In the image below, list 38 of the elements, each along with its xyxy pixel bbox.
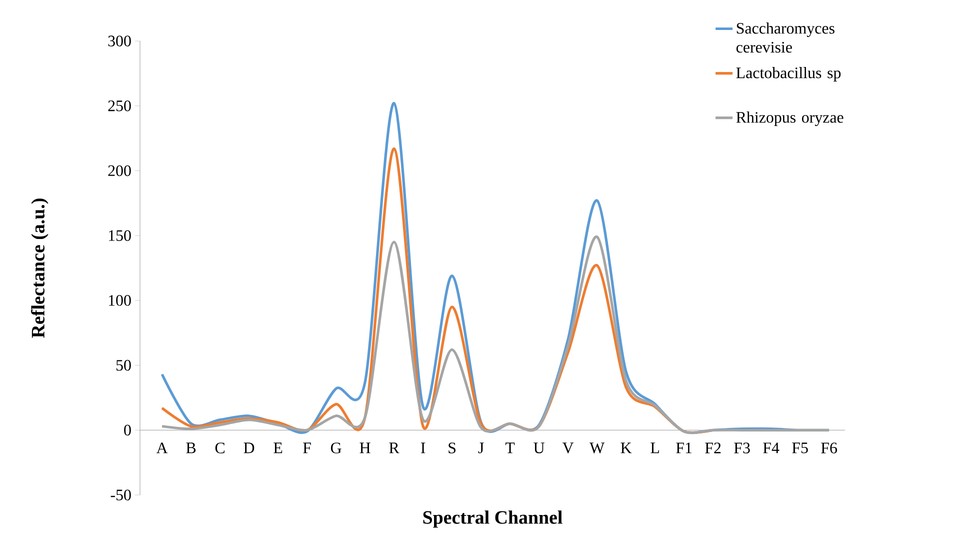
- x-tick-label: F4: [763, 442, 780, 454]
- x-tick-label: R: [389, 442, 400, 454]
- x-tick-label: H: [360, 442, 370, 454]
- line-series: [160, 236, 830, 434]
- y-tick-label: 300: [108, 36, 131, 46]
- x-tick-label: F: [303, 442, 311, 454]
- x-tick-label: T: [505, 442, 515, 454]
- y-tick-label: 50: [116, 360, 131, 371]
- x-tick-label: V: [562, 442, 574, 454]
- y-tick-label: -50: [110, 490, 131, 500]
- legend-label: Saccharomyces cerevisie: [736, 22, 834, 53]
- x-tick-label: F1: [676, 442, 692, 454]
- x-tick-label: L: [650, 442, 659, 454]
- y-tick-label: 250: [108, 100, 131, 112]
- x-tick-label: J: [478, 442, 484, 454]
- x-tick-label: C: [215, 442, 224, 454]
- x-tick-label: U: [534, 442, 544, 454]
- x-tick-label: I: [420, 442, 426, 454]
- legend-label: Rhizopus oryzae: [736, 112, 844, 126]
- x-tick-label: E: [274, 442, 282, 454]
- x-tick-label: D: [244, 442, 254, 454]
- x-tick-label: F5: [792, 442, 808, 454]
- y-tick-label: 100: [108, 295, 131, 306]
- x-tick-label: F3: [734, 442, 750, 454]
- x-tick-label: F2: [705, 442, 721, 454]
- x-tick-label: G: [330, 442, 342, 454]
- x-tick-label: K: [620, 442, 632, 454]
- y-tick-label: 200: [108, 165, 131, 176]
- legend-label: Lactobacillus sp: [736, 67, 841, 82]
- x-tick-label: F6: [821, 442, 838, 454]
- y-tick-label: 150: [108, 230, 131, 241]
- y-axis-title: Reflectance (a.u.): [30, 198, 48, 338]
- x-tick-label: S: [448, 442, 456, 454]
- x-tick-label: A: [156, 442, 168, 454]
- x-tick-label: B: [186, 442, 196, 454]
- y-tick-label: 0: [124, 424, 131, 436]
- x-tick-label: W: [590, 442, 605, 454]
- x-axis-title: Spectral Channel: [423, 510, 562, 528]
